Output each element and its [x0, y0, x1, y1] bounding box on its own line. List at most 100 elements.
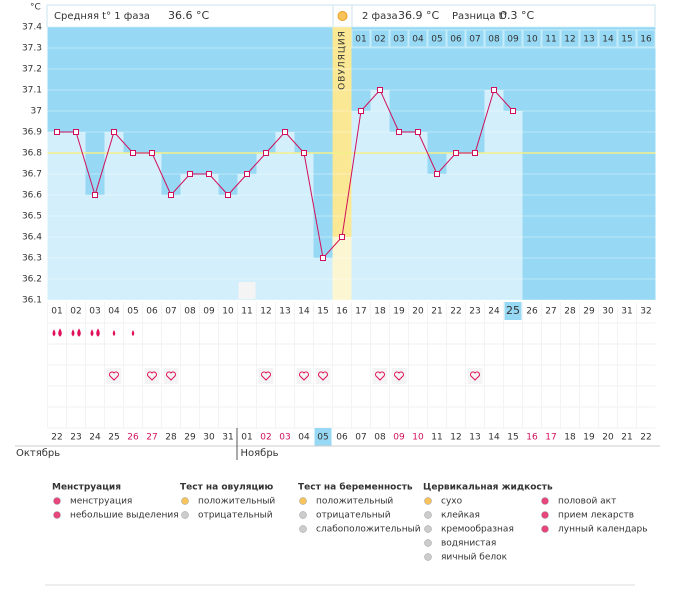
menstruation-icon [58, 328, 62, 337]
heart-bg [467, 368, 483, 384]
temp-point [339, 234, 345, 240]
date-label: 01 [241, 433, 252, 443]
temp-point [187, 171, 193, 177]
date-label: 17 [545, 433, 556, 443]
date-label: 19 [583, 433, 595, 443]
menstruation-icon [112, 330, 116, 336]
phase2-day: 16 [640, 35, 652, 45]
legend-item: клейкая [441, 511, 480, 521]
day-label: 30 [602, 307, 614, 317]
phase2-day: 11 [545, 35, 556, 45]
phase2-cell [522, 29, 542, 48]
legend-icon [424, 553, 432, 561]
y-tick-label: 36.2 [22, 275, 42, 285]
heart-bg [296, 368, 312, 384]
day-label: 18 [374, 307, 386, 317]
y-tick-label: 37.3 [22, 44, 42, 54]
day-label: 31 [621, 307, 632, 317]
bar [85, 195, 105, 300]
phase2-cell [351, 29, 371, 48]
legend-item: кремообразная [441, 525, 514, 535]
legend-item: яичный белок [441, 553, 508, 563]
y-tick-label: 36.6 [22, 191, 42, 201]
phase2-value: 36.9 °C [398, 9, 439, 22]
day-label: 13 [279, 307, 290, 317]
legend-icon [299, 497, 307, 505]
phase2-cell [636, 29, 656, 48]
date-label: 04 [298, 433, 310, 443]
day-label: 28 [564, 307, 576, 317]
legend-icon [181, 511, 189, 519]
date-label: 27 [146, 433, 157, 443]
bar [294, 153, 314, 300]
day-label: 04 [108, 307, 120, 317]
phase2-cell [560, 29, 580, 48]
day-label: 01 [51, 307, 62, 317]
date-label: 22 [640, 433, 651, 443]
day-label: 07 [165, 307, 176, 317]
date-label: 16 [526, 433, 538, 443]
legend-icon [424, 539, 432, 547]
bar [142, 153, 162, 300]
phase2-day: 04 [412, 35, 424, 45]
temp-point [244, 171, 250, 177]
phase2-day: 09 [507, 35, 519, 45]
legend-title: Цервикальная жидкость [423, 483, 553, 493]
date-label: 05 [317, 433, 328, 443]
date-label: 30 [203, 433, 215, 443]
bar [465, 153, 485, 300]
legend-item: слабоположительный [316, 525, 421, 535]
legend-item: менструация [70, 497, 132, 507]
temp-point [453, 150, 459, 156]
date-label: 18 [564, 433, 576, 443]
bar [180, 174, 200, 300]
legend-item: прием лекарств [558, 511, 634, 521]
temp-point [301, 150, 307, 156]
date-label: 21 [621, 433, 632, 443]
bar [446, 153, 466, 300]
y-tick-label: 37 [31, 107, 42, 117]
legend-icon [181, 497, 189, 505]
legend-title: Тест на беременность [298, 482, 413, 493]
phase2-day: 05 [431, 35, 442, 45]
bar [161, 195, 181, 300]
legend-title: Тест на овуляцию [180, 483, 273, 493]
temp-point [206, 171, 212, 177]
temp-point [472, 150, 478, 156]
temp-point [415, 129, 421, 135]
temp-point [73, 129, 79, 135]
day-label: 19 [393, 307, 405, 317]
legend-icon [299, 511, 307, 519]
bar [275, 132, 295, 300]
y-tick-label: 36.5 [22, 212, 42, 222]
bar [123, 153, 143, 300]
phase2-day: 06 [450, 35, 462, 45]
legend-icon [541, 497, 549, 505]
menstruation-icon [90, 329, 94, 337]
phase2-cell [598, 29, 618, 48]
bar [47, 132, 67, 300]
menstruation-icon [131, 330, 135, 336]
heart-icon [299, 371, 309, 381]
phase2-cell [465, 29, 485, 48]
day-label: 32 [640, 307, 651, 317]
temp-point [434, 171, 440, 177]
menstruation-icon [52, 329, 56, 337]
phase2-day: 14 [602, 35, 614, 45]
legend-title: Менструация [52, 483, 121, 493]
legend-item: отрицательный [198, 511, 273, 521]
temp-point [491, 87, 497, 93]
phase2-cell [484, 29, 504, 48]
y-tick-label: 36.8 [22, 149, 42, 159]
temp-point [149, 150, 155, 156]
phase2-cell [446, 29, 466, 48]
phase2-day: 07 [469, 35, 480, 45]
bar [332, 237, 352, 300]
heart-bg [144, 368, 160, 384]
bar [237, 174, 257, 300]
sun-icon [337, 11, 348, 21]
temp-point [396, 129, 402, 135]
phase2-day: 03 [393, 35, 404, 45]
phase2-label: 2 фаза [362, 11, 398, 22]
